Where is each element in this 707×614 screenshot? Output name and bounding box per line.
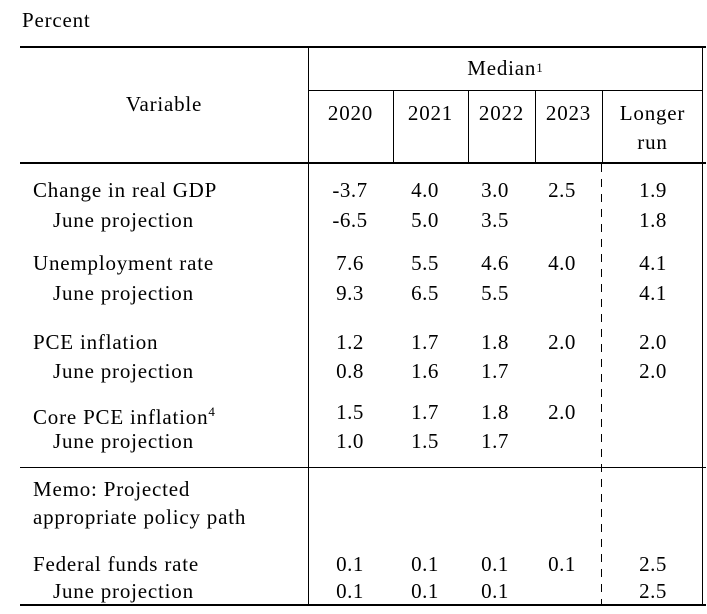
median-label: Median (467, 56, 537, 80)
table-row: Change in real GDP -3.7 4.0 3.0 2.5 1.9 (20, 175, 703, 205)
cell-value: 1.6 (411, 359, 439, 383)
table-row: June projection 1.0 1.5 1.7 (20, 426, 703, 456)
cell-value: 1.0 (336, 429, 364, 453)
cell-value: 3.5 (481, 208, 509, 232)
cell-value: 1.8 (639, 208, 667, 232)
cell-value: 0.1 (481, 579, 509, 603)
table-row: Unemployment rate 7.6 5.5 4.6 4.0 4.1 (20, 248, 703, 278)
cell-value: 0.1 (411, 579, 439, 603)
table-row: June projection -6.5 5.0 3.5 1.8 (20, 205, 703, 235)
header-divider-2022-2023 (535, 90, 536, 162)
cell-value: 4.0 (548, 251, 576, 275)
variable-column-divider (308, 46, 309, 606)
table-top-rule (20, 46, 706, 48)
table-row: June projection 0.1 0.1 0.1 2.5 (20, 576, 703, 606)
table-row: PCE inflation 1.2 1.7 1.8 2.0 2.0 (20, 327, 703, 357)
cell-value: 0.1 (336, 552, 364, 576)
page-title: Percent (22, 8, 91, 32)
table-row: Core PCE inflation4 1.5 1.7 1.8 2.0 (20, 397, 703, 429)
column-header-2022: 2022 (478, 101, 525, 125)
cell-value: 1.8 (481, 330, 509, 354)
table-right-border (702, 46, 703, 606)
row-label: June projection (53, 579, 194, 603)
row-label: appropriate policy path (33, 505, 247, 529)
median-header-underline (308, 90, 702, 91)
cell-value: 2.0 (639, 330, 667, 354)
median-footnote-marker: 1 (536, 60, 543, 75)
cell-value: 4.1 (639, 281, 667, 305)
row-label: June projection (53, 429, 194, 453)
column-header-2021: 2021 (407, 101, 454, 125)
cell-value: 1.2 (336, 330, 364, 354)
cell-value: 0.8 (336, 359, 364, 383)
header-divider-2023-longer-run (602, 90, 603, 162)
row-label: Federal funds rate (33, 552, 200, 576)
variable-column-header: Variable (125, 92, 203, 116)
cell-value: 2.0 (639, 359, 667, 383)
cell-value: 1.9 (639, 178, 667, 202)
cell-value: 6.5 (411, 281, 439, 305)
cell-value: 4.0 (411, 178, 439, 202)
cell-value: 5.0 (411, 208, 439, 232)
table-row-memo-line1: Memo: Projected (20, 474, 703, 504)
cell-value: 5.5 (481, 281, 509, 305)
column-header-2020: 2020 (327, 101, 374, 125)
cell-value: 1.7 (481, 429, 509, 453)
cell-value: 1.8 (481, 400, 509, 424)
cell-value: 1.7 (411, 400, 439, 424)
cell-value: 0.1 (548, 552, 576, 576)
cell-value: 2.0 (548, 330, 576, 354)
cell-value: 2.0 (548, 400, 576, 424)
row-label: June projection (53, 359, 194, 383)
cell-value: 5.5 (411, 251, 439, 275)
table-row: Federal funds rate 0.1 0.1 0.1 0.1 2.5 (20, 549, 703, 579)
row-label: Unemployment rate (33, 251, 214, 275)
table-bottom-rule (20, 604, 706, 606)
cell-value: 0.1 (411, 552, 439, 576)
cell-value: 9.3 (336, 281, 364, 305)
cell-value: 1.7 (481, 359, 509, 383)
cell-value: 1.7 (411, 330, 439, 354)
column-header-2023: 2023 (545, 101, 592, 125)
cell-value: 2.5 (639, 552, 667, 576)
table-row-memo-line2: appropriate policy path (20, 502, 703, 532)
cell-value: 2.5 (639, 579, 667, 603)
cell-value: 1.5 (336, 400, 364, 424)
median-spanner-header: Median 1 (308, 46, 702, 90)
cell-value: -6.5 (332, 208, 368, 232)
table-row: June projection 0.8 1.6 1.7 2.0 (20, 356, 703, 386)
cell-value: 4.1 (639, 251, 667, 275)
header-bottom-rule (20, 162, 706, 164)
cell-value: 4.6 (481, 251, 509, 275)
row-label: Core PCE inflation4 (33, 397, 215, 432)
header-divider-2021-2022 (468, 90, 469, 162)
row-label: PCE inflation (33, 330, 159, 354)
cell-value: -3.7 (332, 178, 368, 202)
cell-value: 7.6 (336, 251, 364, 275)
table-row: June projection 9.3 6.5 5.5 4.1 (20, 278, 703, 308)
cell-value: 2.5 (548, 178, 576, 202)
longer-run-dashed-divider (601, 164, 602, 604)
memo-separator-rule (20, 467, 706, 468)
row-label-text: Core PCE inflation (33, 405, 209, 429)
row-label: Change in real GDP (33, 178, 218, 202)
cell-value: 0.1 (481, 552, 509, 576)
row-label: Memo: Projected (33, 477, 191, 501)
core-pce-footnote-marker: 4 (208, 404, 215, 419)
cell-value: 3.0 (481, 178, 509, 202)
column-header-longer-run: Longer run (619, 101, 686, 154)
header-divider-2020-2021 (393, 90, 394, 162)
row-label: June projection (53, 281, 194, 305)
cell-value: 1.5 (411, 429, 439, 453)
row-label: June projection (53, 208, 194, 232)
cell-value: 0.1 (336, 579, 364, 603)
